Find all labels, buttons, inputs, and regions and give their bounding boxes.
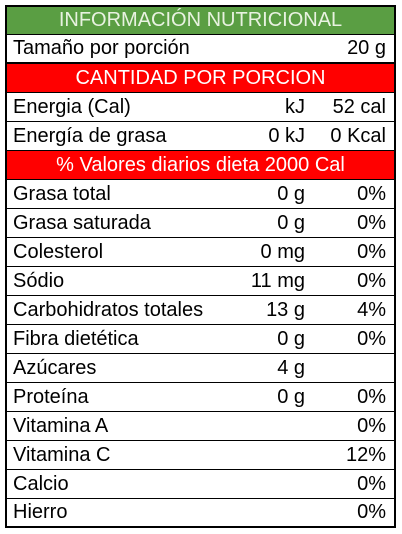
nutrient-name: Hierro <box>13 501 68 523</box>
nutrient-row: Vitamina C 12% <box>7 441 394 470</box>
nutrient-row: Hierro 0% <box>7 499 394 528</box>
nutrient-amount: 0 g <box>277 327 305 350</box>
nutrient-daily-percent: 4% <box>357 298 386 321</box>
amount-per-serving-band: CANTIDAD POR PORCION <box>7 64 394 93</box>
nutrition-facts-table: INFORMACIÓN NUTRICIONAL Tamaño por porci… <box>5 5 396 528</box>
header-band: INFORMACIÓN NUTRICIONAL <box>7 5 394 35</box>
amount-per-serving-title: CANTIDAD POR PORCION <box>75 66 326 89</box>
energy-row: Energia (Cal) kJ 52 cal <box>7 93 394 122</box>
nutrient-name: Calcio <box>13 472 69 495</box>
nutrient-amount: 0 mg <box>260 240 305 263</box>
fat-energy-row: Energía de grasa 0 kJ 0 Kcal <box>7 122 394 151</box>
nutrient-row: Fibra dietética 0 g 0% <box>7 325 394 354</box>
nutrient-daily-percent: 0% <box>357 472 386 495</box>
nutrient-name: Vitamina C <box>13 443 111 466</box>
fat-energy-label: Energía de grasa <box>13 124 167 147</box>
nutrient-row: Grasa saturada 0 g 0% <box>7 209 394 238</box>
nutrient-amount: 0 g <box>277 385 305 408</box>
nutrient-row: Azúcares 4 g <box>7 354 394 383</box>
daily-values-title: % Valores diarios dieta 2000 Cal <box>56 153 345 176</box>
nutrient-list: Grasa total 0 g 0% Grasa saturada 0 g 0% Coles… <box>7 180 394 528</box>
nutrient-daily-percent: 0% <box>357 501 386 523</box>
energy-value: 52 cal <box>332 95 386 118</box>
nutrient-name: Azúcares <box>13 356 97 379</box>
nutrient-amount: 0 g <box>277 182 305 205</box>
nutrient-name: Sódio <box>13 269 65 292</box>
nutrient-name: Fibra dietética <box>13 327 139 350</box>
nutrient-daily-percent: 0% <box>357 240 386 263</box>
energy-label: Energia (Cal) <box>13 95 131 118</box>
nutrient-amount: 0 g <box>277 211 305 234</box>
nutrient-row: Grasa total 0 g 0% <box>7 180 394 209</box>
fat-energy-kj: 0 kJ <box>268 124 305 147</box>
nutrient-daily-percent: 0% <box>357 385 386 408</box>
nutrient-name: Grasa saturada <box>13 211 151 234</box>
energy-unit: kJ <box>285 95 305 118</box>
serving-size-value: 20 g <box>347 37 386 59</box>
serving-size-row: Tamaño por porción 20 g <box>7 35 394 64</box>
serving-size-label: Tamaño por porción <box>13 37 190 59</box>
nutrient-daily-percent: 0% <box>357 414 386 437</box>
page-title: INFORMACIÓN NUTRICIONAL <box>58 9 343 31</box>
nutrient-row: Proteína 0 g 0% <box>7 383 394 412</box>
nutrient-daily-percent: 0% <box>357 269 386 292</box>
nutrient-row: Sódio 11 mg 0% <box>7 267 394 296</box>
daily-values-band: % Valores diarios dieta 2000 Cal <box>7 151 394 180</box>
nutrient-name: Grasa total <box>13 182 111 205</box>
nutrient-daily-percent: 0% <box>357 211 386 234</box>
nutrient-name: Colesterol <box>13 240 104 263</box>
nutrient-daily-percent: 12% <box>345 443 386 466</box>
nutrient-amount: 13 g <box>266 298 305 321</box>
nutrient-daily-percent: 0% <box>357 327 386 350</box>
nutrient-amount: 4 g <box>277 356 305 379</box>
nutrient-row: Colesterol 0 mg 0% <box>7 238 394 267</box>
nutrient-name: Carbohidratos totales <box>13 298 204 321</box>
nutrient-daily-percent: 0% <box>357 182 386 205</box>
nutrient-row: Calcio 0% <box>7 470 394 499</box>
nutrient-amount: 11 mg <box>250 269 305 292</box>
nutrient-name: Vitamina A <box>13 414 109 437</box>
fat-energy-kcal: 0 Kcal <box>330 124 386 147</box>
nutrient-row: Vitamina A 0% <box>7 412 394 441</box>
nutrient-row: Carbohidratos totales 13 g 4% <box>7 296 394 325</box>
nutrient-name: Proteína <box>13 385 89 408</box>
